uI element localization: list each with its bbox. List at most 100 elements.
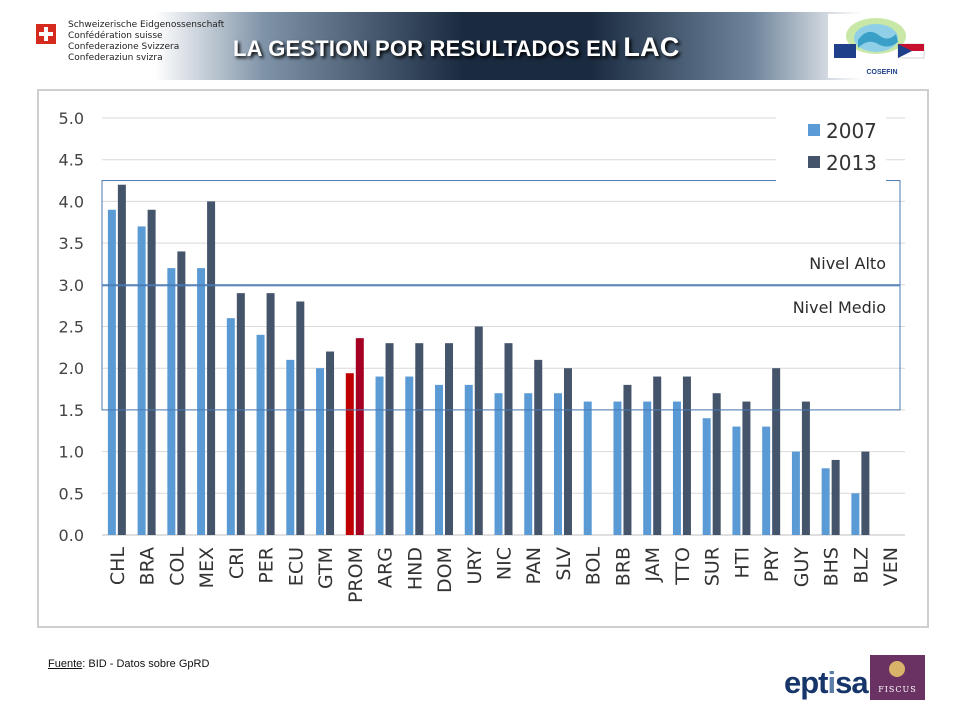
confed-line: Confédération suisse — [68, 31, 163, 41]
band-nivel-medio — [101, 285, 901, 411]
title-lac: LAC — [623, 32, 680, 62]
eptisa-part-a: ept — [784, 665, 828, 700]
fiscus-emblem-icon — [889, 661, 905, 677]
legend-svg: 2007 2013 — [808, 119, 877, 175]
bar-2007-brb — [613, 401, 622, 535]
bar-2013-cri — [236, 293, 245, 535]
x-tick-label: URY — [464, 547, 486, 585]
legend-swatch-2013 — [808, 156, 820, 168]
confed-line: Schweizerische Eidgenossenschaft — [68, 20, 225, 30]
bar-2007-chl — [107, 209, 116, 536]
x-tick-label: PRY — [761, 547, 783, 582]
bar-2013-bra — [147, 209, 156, 536]
bar-2007-ury — [464, 384, 473, 535]
x-tick-label: ARG — [375, 547, 397, 588]
bar-2007-hnd — [405, 376, 414, 535]
x-tick-label: GUY — [791, 547, 813, 588]
bar-2007-sur — [702, 418, 711, 535]
x-tick-label: GTM — [315, 547, 337, 589]
bar-2013-chl — [117, 184, 126, 535]
bar-2013-tto — [682, 376, 691, 535]
bar-2013-brb — [623, 384, 632, 535]
bar-2007-per — [256, 334, 265, 535]
source-text: : BID - Datos sobre GpRD — [82, 658, 210, 670]
bar-2013-pry — [772, 368, 781, 535]
swiss-confederation-logo: Schweizerische Eidgenossenschaft Confédé… — [36, 20, 236, 80]
legend-label-2013: 2013 — [826, 151, 877, 175]
slide-title: LA GESTION POR RESULTADOS EN LAC — [233, 32, 680, 63]
swiss-flag-icon — [36, 24, 56, 44]
legend-label-2007: 2007 — [826, 119, 877, 143]
x-tick-label: NIC — [494, 547, 516, 580]
x-tick-label: ECU — [285, 547, 307, 586]
x-tick-label: PAN — [523, 547, 545, 584]
title-main: LA GESTION POR RESULTADOS EN — [233, 36, 624, 61]
slide-header: Schweizerische Eidgenossenschaft Confédé… — [28, 12, 934, 80]
cosefin-label: COSEFIN — [866, 69, 897, 76]
x-tick-label: CRI — [226, 547, 248, 579]
x-tick-label: CHL — [107, 547, 129, 586]
bar-2013-nic — [504, 343, 513, 535]
bar-2007-dom — [435, 384, 444, 535]
confederation-names: Schweizerische Eidgenossenschaft Confédé… — [68, 20, 224, 64]
bar-2007-hti — [732, 426, 741, 535]
bar-2007-blz — [851, 493, 860, 535]
bars — [107, 184, 870, 536]
y-tick-label: 3.5 — [59, 234, 84, 253]
y-tick-label: 1.0 — [59, 443, 84, 462]
bar-2013-pan — [534, 359, 543, 535]
bar-2013-slv — [563, 368, 572, 535]
x-tick-label: BRA — [137, 547, 159, 585]
x-axis-ticks: CHL BRA COL MEX CRI PER ECU GTM PROM ARG HND DOM URY… — [107, 547, 902, 603]
bar-2007-ecu — [286, 359, 295, 535]
x-tick-label: BHS — [821, 547, 843, 586]
x-tick-label: VEN — [880, 547, 902, 586]
bar-2007-guy — [791, 451, 800, 535]
bar-2013-guy — [801, 401, 810, 535]
y-tick-label: 0.5 — [59, 484, 84, 503]
bar-2013-arg — [385, 343, 394, 535]
bar-2007-jam — [643, 401, 652, 535]
y-tick-label: 0.0 — [59, 526, 84, 545]
bar-2013-dom — [445, 343, 454, 535]
confed-line: Confederaziun svizra — [68, 53, 163, 63]
y-tick-label: 2.0 — [59, 359, 84, 378]
bar-2013-ury — [474, 326, 483, 535]
x-tick-label: TTO — [672, 547, 694, 586]
bar-2013-gtm — [326, 351, 335, 535]
y-tick-label: 5.0 — [59, 109, 84, 128]
bar-2007-col — [167, 268, 176, 535]
eptisa-part-i: i — [827, 665, 837, 700]
bar-2007-prom — [345, 373, 354, 535]
legend-swatch-2007 — [808, 124, 820, 136]
bar-2007-bhs — [821, 468, 830, 535]
bar-2007-nic — [494, 393, 503, 535]
bar-2013-hti — [742, 401, 751, 535]
x-tick-label: SLV — [553, 547, 575, 581]
confed-line: Confederazione Svizzera — [68, 42, 180, 52]
source-label: Fuente — [48, 658, 83, 670]
x-tick-label: MEX — [196, 547, 218, 588]
x-tick-label: HND — [404, 547, 426, 590]
fiscus-logo: FISCUS — [870, 655, 925, 700]
bar-2007-arg — [375, 376, 384, 535]
bar-2013-bhs — [831, 459, 840, 535]
x-tick-label: JAM — [642, 547, 664, 583]
eptisa-part-b: sa — [835, 665, 868, 700]
bar-2007-slv — [553, 393, 562, 535]
x-tick-label: HTI — [731, 547, 753, 579]
bar-2013-jam — [653, 376, 662, 535]
bar-2013-mex — [207, 201, 216, 535]
x-tick-label: DOM — [434, 547, 456, 593]
bar-2007-bra — [137, 226, 146, 536]
bar-2007-bol — [583, 401, 592, 535]
bar-2013-hnd — [415, 343, 424, 535]
bar-2013-col — [177, 251, 186, 535]
y-axis-ticks: 5.0 4.5 4.0 3.5 3.0 2.5 2.0 1.5 1.0 0.5 0.0 — [59, 109, 84, 545]
bar-2007-gtm — [316, 368, 325, 535]
bar-2007-pan — [524, 393, 533, 535]
x-tick-label: COL — [166, 547, 188, 586]
band-label-nivel-alto: Nivel Alto — [809, 254, 886, 273]
bar-2013-ecu — [296, 301, 305, 535]
level-bands: Nivel Alto Nivel Medio — [101, 180, 901, 411]
